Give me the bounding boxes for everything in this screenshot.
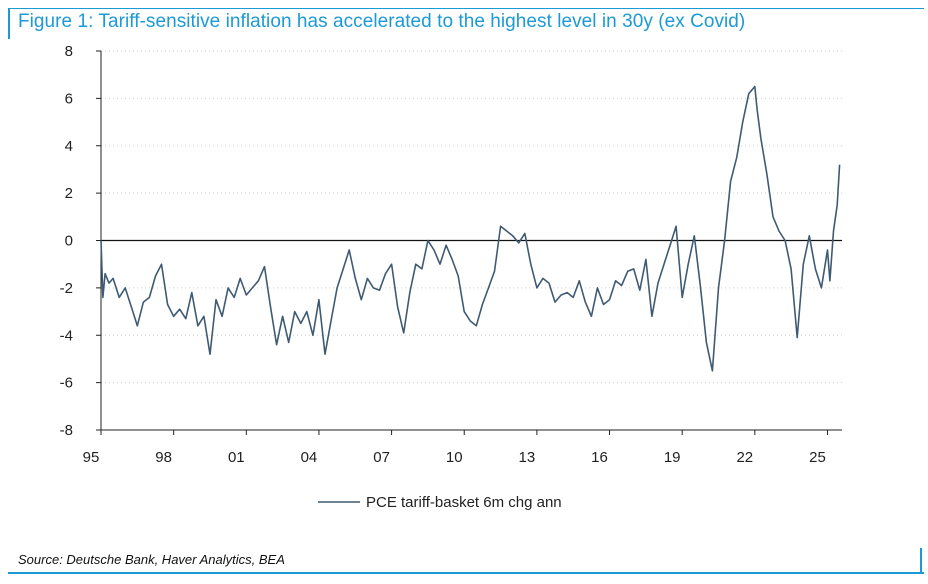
- x-tick-label: 22: [736, 449, 753, 466]
- x-tick-label: 95: [83, 449, 100, 466]
- chart-title: Figure 1: Tariff-sensitive inflation has…: [18, 11, 746, 32]
- line-chart: -8 -6 -4 -2 0 2 4 6 8 95 98 01 04 07 10 13 16 19 22 25 PCE …: [60, 43, 842, 511]
- footer-rule: [8, 572, 924, 574]
- x-tick-label: 07: [373, 449, 390, 466]
- x-tick-label: 19: [664, 449, 681, 466]
- x-tick-label: 01: [228, 449, 245, 466]
- source-note: Source: Deutsche Bank, Haver Analytics, …: [18, 552, 285, 567]
- x-tick-label: 04: [301, 449, 318, 466]
- y-tick-label: 8: [65, 43, 73, 60]
- y-tick-label: -8: [60, 422, 73, 439]
- x-tick-label: 98: [155, 449, 172, 466]
- legend-label: PCE tariff-basket 6m chg ann: [366, 494, 562, 511]
- y-tick-label: -2: [60, 280, 73, 297]
- y-tick-label: 6: [65, 90, 73, 107]
- header-accent-bar: [8, 8, 10, 39]
- x-tick-label: 10: [446, 449, 463, 466]
- y-tick-label: 0: [65, 233, 73, 250]
- x-tick-label: 13: [519, 449, 536, 466]
- y-tick-label: -6: [60, 375, 73, 392]
- x-tick-label: 25: [809, 449, 826, 466]
- y-tick-label: 4: [65, 138, 73, 155]
- footer-accent-bar: [920, 548, 922, 572]
- y-tick-label: -4: [60, 327, 73, 344]
- header-rule: [8, 8, 924, 9]
- series-line: [100, 85, 841, 372]
- x-tick-label: 16: [591, 449, 608, 466]
- y-tick-label: 2: [65, 185, 73, 202]
